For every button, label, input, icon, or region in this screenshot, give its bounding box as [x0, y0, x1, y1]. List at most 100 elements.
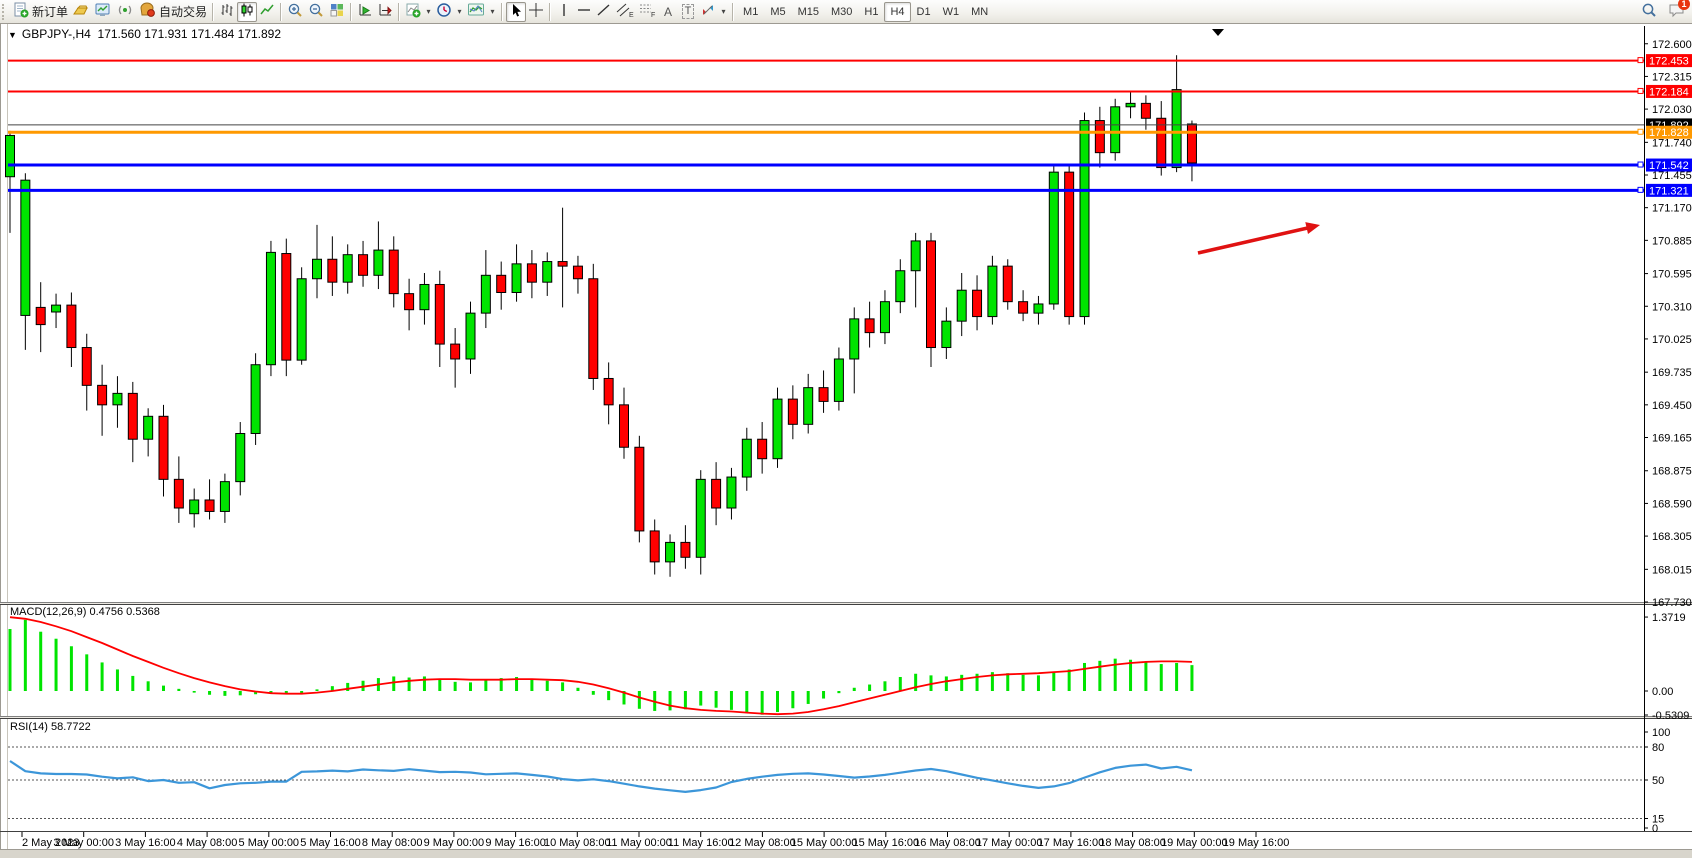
- svg-text:5 May 16:00: 5 May 16:00: [300, 837, 361, 849]
- timeframe-D1[interactable]: D1: [916, 5, 931, 18]
- hline-object-171.828[interactable]: 171.828: [8, 125, 1692, 140]
- svg-text:-0.5309: -0.5309: [1652, 710, 1689, 722]
- search-icon: [1641, 2, 1658, 21]
- svg-text:168.875: 168.875: [1652, 466, 1692, 478]
- cursor-tool-button[interactable]: [506, 1, 527, 22]
- svg-text:16 May 08:00: 16 May 08:00: [914, 837, 981, 849]
- chart-shift-marker[interactable]: [1212, 29, 1224, 36]
- chart-menu-icon[interactable]: ▼: [8, 30, 17, 40]
- line-chart-mode-button[interactable]: [257, 2, 277, 22]
- chart-symbol-period: GBPJPY-,H4: [21, 27, 91, 41]
- zoom-in-button[interactable]: [285, 2, 306, 22]
- periods-button[interactable]: [434, 2, 454, 22]
- timeframe-M1[interactable]: M1: [743, 5, 759, 18]
- timeframe-H4[interactable]: H4: [884, 1, 911, 22]
- svg-text:4 May 08:00: 4 May 08:00: [177, 837, 238, 849]
- hline-object-171.321[interactable]: 171.321: [8, 183, 1692, 198]
- line-chart-icon: [259, 2, 275, 21]
- svg-text:50: 50: [1652, 775, 1664, 787]
- macd-signal-line: [9, 616, 1192, 716]
- periods-dropdown[interactable]: ▾: [457, 7, 462, 16]
- signals-button[interactable]: [114, 2, 136, 22]
- toolbar-separator: [549, 2, 552, 21]
- new-order-label: 新订单: [32, 5, 69, 19]
- indicators-dropdown[interactable]: ▾: [426, 7, 431, 16]
- svg-text:172.453: 172.453: [1649, 56, 1689, 68]
- candlestick-mode-button[interactable]: [237, 1, 258, 22]
- zoom-out-button[interactable]: [306, 2, 327, 22]
- new-order-button[interactable]: 新订单: [11, 2, 70, 22]
- search-button[interactable]: [1639, 2, 1660, 22]
- svg-text:F: F: [651, 12, 655, 18]
- timeframe-M30[interactable]: M30: [831, 5, 853, 18]
- svg-text:80: 80: [1652, 742, 1664, 754]
- vertical-line-tool-button[interactable]: [554, 2, 574, 22]
- svg-text:169.450: 169.450: [1652, 400, 1692, 412]
- timeframe-MN[interactable]: MN: [971, 5, 989, 18]
- templates-dropdown[interactable]: ▾: [490, 7, 495, 16]
- svg-text:169.735: 169.735: [1652, 367, 1692, 379]
- chart-shift-button[interactable]: [375, 2, 395, 22]
- channel-tool-button[interactable]: E: [614, 2, 636, 22]
- svg-text:171.542: 171.542: [1649, 160, 1689, 172]
- toolbar-separator: [732, 2, 735, 21]
- timeframe-M15[interactable]: M15: [797, 5, 819, 18]
- svg-text:1.3719: 1.3719: [1652, 612, 1686, 624]
- market-depth-button[interactable]: [70, 2, 92, 22]
- rsi-line: [9, 760, 1193, 794]
- templates-button[interactable]: [465, 2, 487, 22]
- auto-scroll-button[interactable]: [355, 2, 375, 22]
- timeframe-H1[interactable]: H1: [864, 5, 879, 18]
- text-tool-button[interactable]: A: [658, 2, 678, 22]
- svg-text:169.165: 169.165: [1652, 433, 1692, 445]
- rsi-panel: 100 80 50 150: [8, 727, 1670, 835]
- auto-trading-button[interactable]: 自动交易: [136, 2, 209, 22]
- hline-object-172.184[interactable]: 172.184: [8, 84, 1692, 99]
- svg-text:170.310: 170.310: [1652, 301, 1692, 313]
- clock-icon: [436, 2, 452, 21]
- svg-text:171.455: 171.455: [1652, 170, 1692, 182]
- current-price-line: 171.892: [8, 118, 1692, 132]
- arrows-tool-button[interactable]: [698, 2, 718, 22]
- svg-text:19 May 00:00: 19 May 00:00: [1161, 837, 1228, 849]
- arrows-dropdown[interactable]: ▾: [721, 7, 726, 16]
- crosshair-tool-button[interactable]: [526, 2, 546, 22]
- template-chart-icon: [467, 2, 485, 21]
- hline-object-172.453[interactable]: 172.453: [8, 54, 1692, 68]
- bar-chart-mode-button[interactable]: [217, 2, 237, 22]
- monitor-chart-icon: [94, 2, 112, 21]
- svg-text:9 May 16:00: 9 May 16:00: [485, 837, 546, 849]
- toolbar-right: 1: [1639, 0, 1690, 23]
- price-axis: 172.600 172.315 172.030 171.740 171.455 171.1…: [1644, 26, 1692, 831]
- svg-text:E: E: [629, 12, 634, 18]
- fibonacci-tool-button[interactable]: F: [636, 2, 658, 22]
- main-toolbar: 新订单 自动交易: [0, 0, 1692, 24]
- svg-text:3 May 16:00: 3 May 16:00: [115, 837, 176, 849]
- arrow-object[interactable]: [1197, 222, 1320, 255]
- auto-scroll-icon: [357, 2, 373, 21]
- hline-object-171.542[interactable]: 171.542: [8, 158, 1692, 173]
- signal-waves-icon: [116, 2, 134, 21]
- toolbar-separator: [501, 2, 504, 21]
- bar-chart-icon: [219, 2, 235, 21]
- rsi-indicator-label: RSI(14) 58.7722: [10, 721, 91, 733]
- text-label-tool-button[interactable]: T: [678, 2, 698, 22]
- chart-shift-icon: [377, 2, 393, 21]
- tile-windows-button[interactable]: [327, 2, 347, 22]
- notifications-button[interactable]: 1: [1668, 0, 1690, 21]
- charts-window-button[interactable]: [92, 2, 114, 22]
- tile-windows-icon: [329, 2, 345, 21]
- indicators-icon: [405, 2, 421, 21]
- timeframe-W1[interactable]: W1: [942, 5, 960, 18]
- vertical-line-icon: [558, 2, 570, 21]
- gold-ingot-icon: [72, 2, 90, 21]
- svg-text:168.305: 168.305: [1652, 531, 1692, 543]
- timeframe-M5[interactable]: M5: [770, 5, 786, 18]
- horizontal-line-tool-button[interactable]: [574, 2, 594, 22]
- trendline-tool-button[interactable]: [594, 2, 614, 22]
- svg-text:171.740: 171.740: [1652, 137, 1692, 149]
- indicators-button[interactable]: [403, 2, 423, 22]
